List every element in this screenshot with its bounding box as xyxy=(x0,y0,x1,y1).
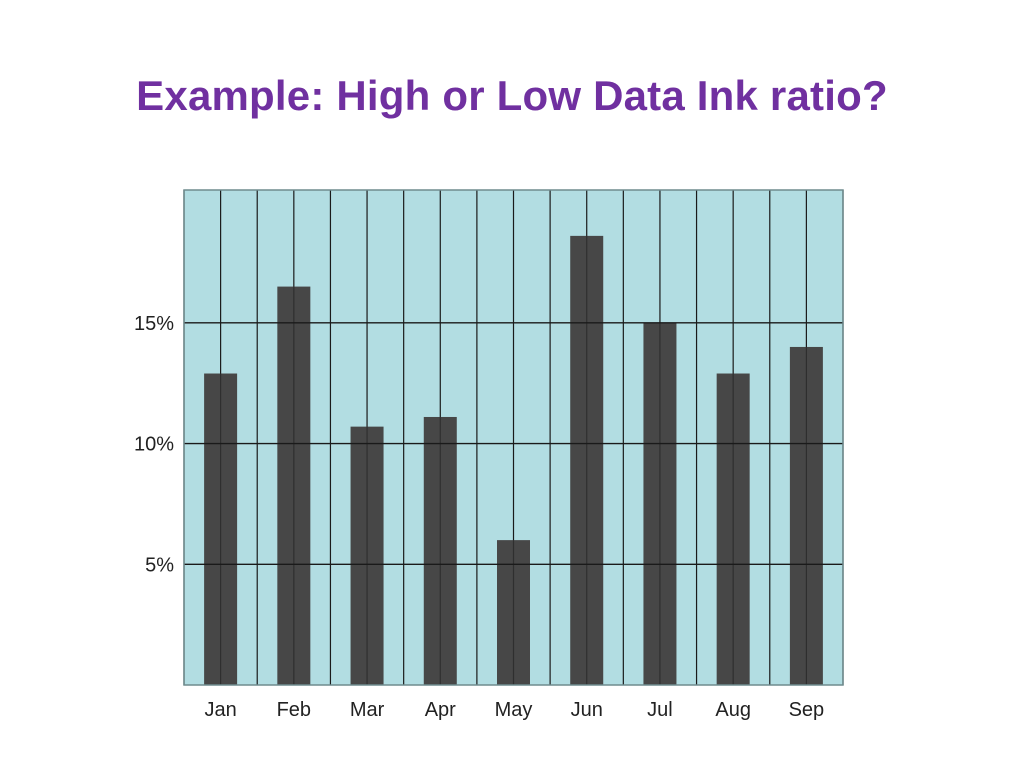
x-tick-label-may: May xyxy=(495,699,533,721)
y-axis-tick-labels: 5% 10% 15% xyxy=(134,313,174,576)
slide-title: Example: High or Low Data Ink ratio? xyxy=(136,72,888,119)
x-tick-label-aug: Aug xyxy=(715,699,751,721)
x-tick-label-jul: Jul xyxy=(647,699,673,721)
y-tick-label: 15% xyxy=(134,313,174,335)
x-tick-label-jan: Jan xyxy=(204,699,236,721)
bars xyxy=(204,235,823,685)
x-tick-label-jun: Jun xyxy=(571,699,603,721)
x-tick-label-apr: Apr xyxy=(425,699,456,721)
plot-frame xyxy=(183,189,844,686)
bar-chart-svg: 5% 10% 15% Jan Feb Mar Apr May Jun Jul Aug Sep xyxy=(134,189,844,721)
bar-chart: 5% 10% 15% Jan Feb Mar Apr May Jun Jul Aug Sep xyxy=(127,186,847,726)
x-tick-label-feb: Feb xyxy=(277,699,311,721)
y-tick-label: 10% xyxy=(134,434,174,456)
horizontal-gridlines xyxy=(184,322,843,565)
x-axis-tick-labels: Jan Feb Mar Apr May Jun Jul Aug Sep xyxy=(204,699,824,721)
y-tick-label: 5% xyxy=(145,554,174,576)
x-tick-label-mar: Mar xyxy=(350,699,385,721)
x-tick-label-sep: Sep xyxy=(789,699,825,721)
